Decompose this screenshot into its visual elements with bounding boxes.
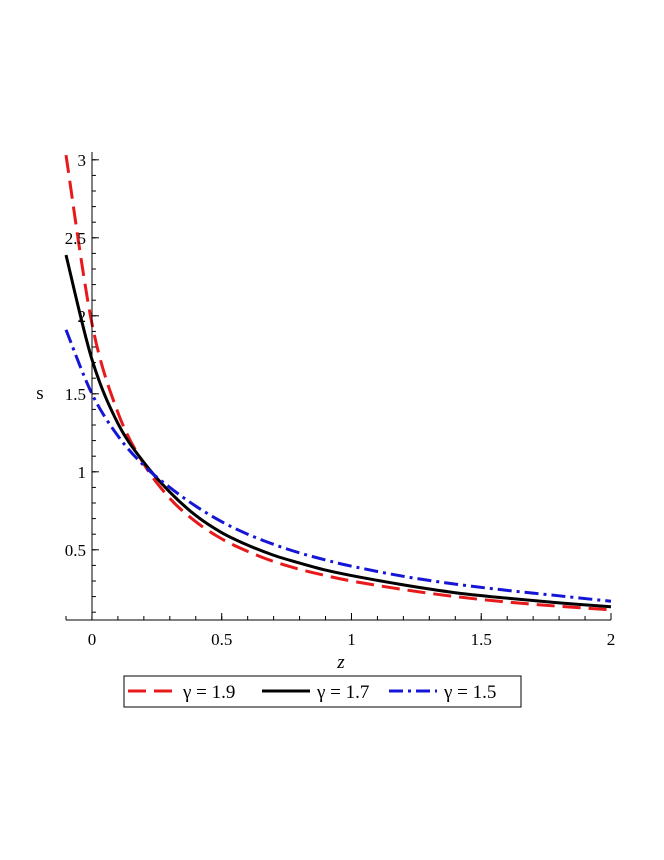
legend-box bbox=[123, 675, 522, 708]
y-axis-label: s bbox=[36, 383, 43, 404]
x-tick-label: 2 bbox=[607, 630, 616, 649]
x-axis-label: z bbox=[336, 652, 345, 673]
y-tick-label: 3 bbox=[77, 151, 86, 170]
legend-label-3: γ = 1.5 bbox=[443, 682, 496, 703]
y-tick-label: 0.5 bbox=[65, 541, 86, 560]
series-line-2 bbox=[64, 254, 612, 609]
x-tick-label: 0 bbox=[88, 630, 97, 649]
legend-label-2: γ = 1.7 bbox=[316, 682, 369, 703]
x-tick-label: 1.5 bbox=[471, 630, 492, 649]
legend: γ = 1.9 γ = 1.7 γ = 1.5 bbox=[123, 675, 522, 708]
legend-label-1: γ = 1.9 bbox=[182, 682, 235, 703]
series-line-1 bbox=[64, 154, 612, 612]
major-ticks bbox=[91, 159, 612, 620]
axes bbox=[66, 152, 611, 621]
minor-ticks bbox=[65, 159, 612, 620]
tick-labels: 0 0.5 1 1.5 2 0.5 1 1.5 2 2.5 3 bbox=[65, 151, 616, 649]
y-tick-label: 1 bbox=[77, 463, 86, 482]
series-curves bbox=[64, 154, 612, 612]
x-tick-label: 1 bbox=[347, 630, 356, 649]
series-line-3 bbox=[64, 329, 612, 603]
y-tick-label: 1.5 bbox=[65, 385, 86, 404]
x-tick-label: 0.5 bbox=[211, 630, 232, 649]
y-tick-label: 2 bbox=[77, 307, 86, 326]
y-tick-label: 2.5 bbox=[65, 229, 86, 248]
